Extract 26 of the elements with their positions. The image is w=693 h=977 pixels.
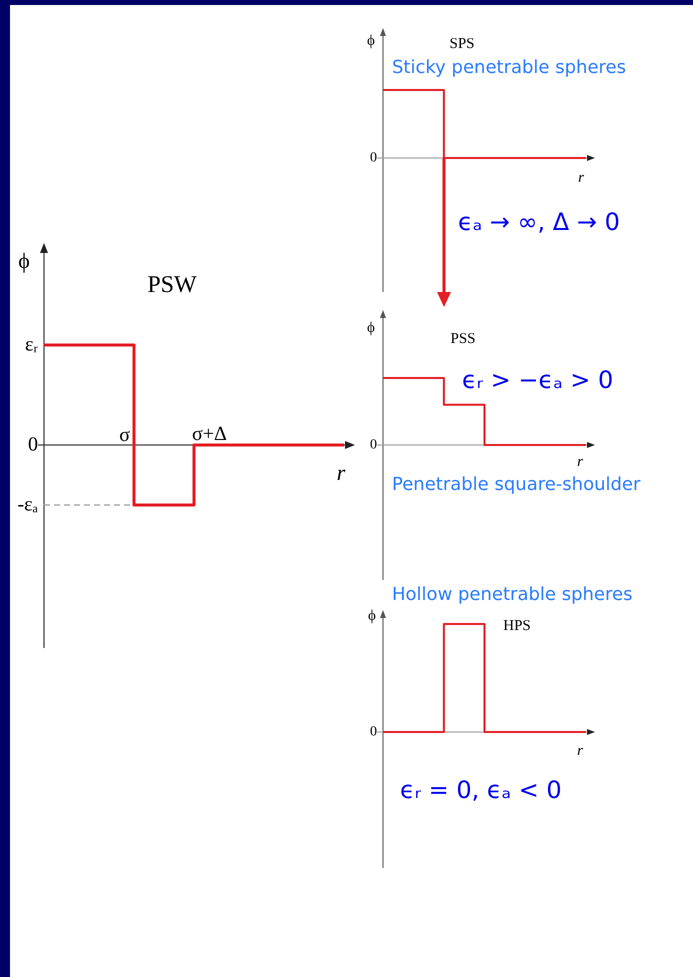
annotation: 0 <box>370 724 377 740</box>
chart-title: PSW <box>147 272 198 298</box>
text: ϵₐ → ∞, Δ → 0 <box>458 208 620 236</box>
x-axis-title: r <box>577 454 584 470</box>
y-axis-title: ϕ <box>367 320 376 336</box>
annotation: ϵᵣ > −ϵₐ > 0 <box>462 366 614 394</box>
x-axis-title: r <box>578 170 584 186</box>
chart-title: SPS <box>449 36 475 52</box>
annotation: σ <box>119 424 130 446</box>
annotation: σ+Δ <box>192 423 228 445</box>
chart-title: PSS <box>450 331 476 347</box>
annotation: 0 <box>370 438 377 453</box>
chart-subtitle: Sticky penetrable spheres <box>392 57 626 78</box>
chart-title: HPS <box>503 618 531 634</box>
y-axis-title: ϕ <box>368 608 376 624</box>
annotation: 0 <box>370 150 377 166</box>
text: Penetrable square-shoulder <box>392 474 642 495</box>
text: ϵᵣ = 0, ϵₐ < 0 <box>400 776 562 804</box>
y-axis-title: ϕ <box>18 248 30 273</box>
series-label: -εₐ <box>17 493 39 516</box>
x-axis-title: r <box>577 743 584 759</box>
x-axis-title: r <box>336 460 346 485</box>
annotation: εᵣ <box>25 333 38 356</box>
annotation: 0 <box>28 433 38 456</box>
y-axis-title: ϕ <box>367 33 376 49</box>
chart-subtitle: Hollow penetrable spheres <box>392 584 632 605</box>
